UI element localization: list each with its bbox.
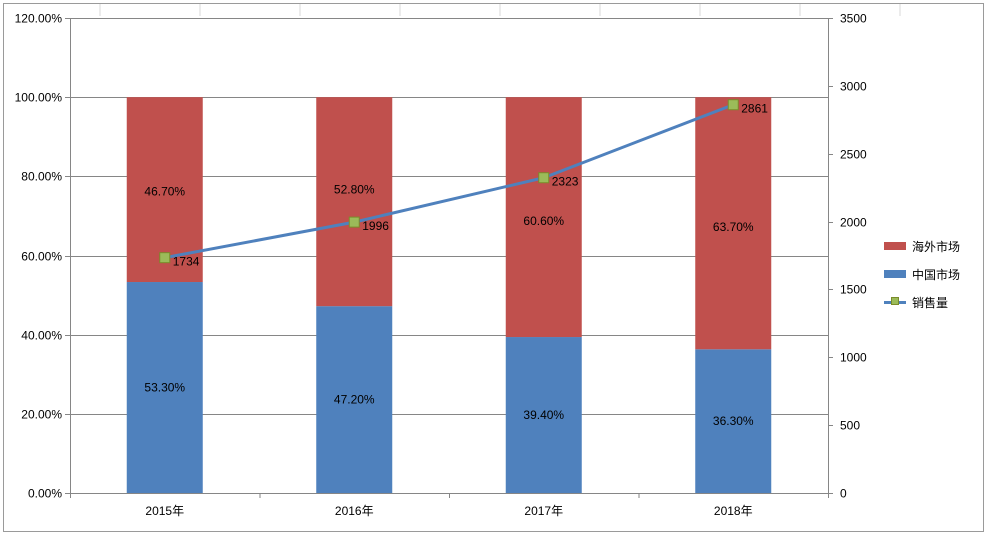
- y-left-tick-label: 20.00%: [21, 408, 62, 422]
- data-labels: 53.30% 46.70% 47.20% 52.80% 39.40% 60.60% 36.3…: [144, 102, 768, 428]
- bars: [126, 97, 772, 493]
- data-label-sales: 2323: [552, 175, 579, 189]
- y-right-tick-label: 2500: [840, 148, 867, 162]
- legend-item-overseas: 海外市场: [884, 232, 960, 260]
- y-left-tick-label: 100.00%: [15, 91, 63, 105]
- legend-swatch-overseas: [884, 242, 906, 250]
- sales-marker: [159, 252, 171, 264]
- data-label-sales: 2861: [741, 102, 768, 116]
- y-left-tick-label: 0.00%: [28, 487, 62, 501]
- y-left-tick-label: 60.00%: [21, 250, 62, 264]
- data-label-sales: 1734: [173, 255, 200, 269]
- legend: 海外市场 中国市场 销售量: [884, 232, 960, 316]
- data-label-china: 36.30%: [713, 414, 754, 428]
- y-right-tick-label: 3500: [840, 12, 867, 26]
- sales-marker: [727, 99, 739, 111]
- legend-label-overseas: 海外市场: [912, 239, 961, 254]
- legend-label-sales: 销售量: [912, 295, 949, 310]
- x-tick-label: 2018年: [714, 504, 753, 518]
- data-label-sales: 1996: [362, 219, 389, 233]
- data-label-china: 53.30%: [144, 381, 185, 395]
- bar-china: [126, 282, 203, 493]
- y-right-tick-label: 1000: [840, 351, 867, 365]
- sales-line: [159, 99, 739, 264]
- sales-marker: [538, 172, 550, 184]
- sales-marker: [348, 216, 360, 228]
- x-tick-label: 2015年: [145, 504, 184, 518]
- legend-item-sales: 销售量: [884, 288, 960, 316]
- y-right-tick-label: 1500: [840, 283, 867, 297]
- bar-overseas: [505, 97, 582, 338]
- bar-overseas: [316, 97, 393, 307]
- data-label-overseas: 52.80%: [334, 183, 375, 197]
- sales-line-path: [164, 103, 734, 260]
- y-right-tick-label: 2000: [840, 216, 867, 230]
- y-left-tick-label: 40.00%: [21, 329, 62, 343]
- bar-overseas: [695, 97, 772, 350]
- y-right-tick-label: 3000: [840, 80, 867, 94]
- x-tick-label: 2017年: [524, 504, 563, 518]
- axes: 0.00% 20.00% 40.00% 60.00% 80.00% 100.00% 120.…: [15, 12, 867, 519]
- data-label-overseas: 46.70%: [144, 185, 185, 199]
- data-label-overseas: 63.70%: [713, 220, 754, 234]
- y-right-tick-label: 500: [840, 419, 860, 433]
- y-left-tick-label: 120.00%: [15, 12, 63, 26]
- legend-marker-sales: [891, 297, 899, 305]
- legend-swatch-china: [884, 270, 906, 278]
- data-label-china: 39.40%: [523, 408, 564, 422]
- data-label-overseas: 60.60%: [523, 214, 564, 228]
- bar-china: [505, 337, 582, 493]
- data-label-china: 47.20%: [334, 393, 375, 407]
- bar-china: [316, 306, 393, 493]
- y-left-tick-label: 80.00%: [21, 170, 62, 184]
- legend-label-china: 中国市场: [912, 267, 961, 282]
- legend-line-sales: [884, 297, 906, 305]
- bar-overseas: [126, 97, 203, 283]
- x-tick-label: 2016年: [335, 504, 374, 518]
- bar-china: [695, 349, 772, 493]
- legend-item-china: 中国市场: [884, 260, 960, 288]
- y-right-tick-label: 0: [840, 487, 847, 501]
